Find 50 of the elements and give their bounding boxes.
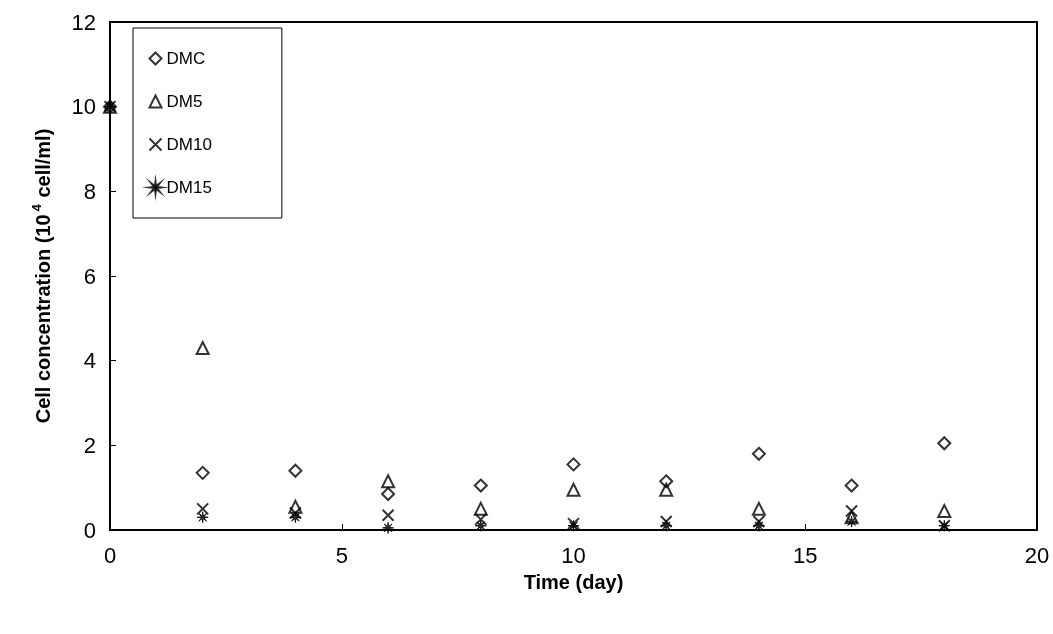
y-tick-label: 10 — [71, 94, 96, 120]
y-tick-label: 8 — [83, 178, 96, 204]
point — [288, 506, 302, 520]
point — [845, 504, 859, 518]
point — [660, 519, 673, 532]
point — [382, 521, 395, 534]
x-axis-title: Time (day) — [523, 571, 624, 593]
point — [195, 340, 210, 355]
x-tick-label: 15 — [793, 542, 818, 568]
y-axis-title: Cell concentration (104 cell/ml) — [29, 128, 54, 424]
point — [381, 487, 396, 502]
y-tick-label: 6 — [83, 263, 96, 289]
point — [288, 463, 303, 478]
point — [937, 436, 952, 451]
point — [381, 474, 396, 489]
point — [659, 474, 674, 489]
x-tick-label: 0 — [103, 542, 117, 568]
point — [751, 501, 766, 516]
point — [659, 515, 673, 529]
point — [844, 478, 859, 493]
point — [196, 502, 210, 516]
point — [288, 499, 303, 514]
y-tick-label: 0 — [83, 517, 96, 543]
legend-label: DM15 — [166, 178, 212, 197]
point — [566, 457, 581, 472]
legend-label: DM5 — [166, 92, 203, 111]
point — [566, 482, 581, 497]
point — [473, 501, 488, 516]
x-tick-label: 5 — [335, 542, 348, 568]
point — [752, 515, 766, 529]
point — [195, 465, 210, 480]
point — [844, 510, 859, 525]
point — [659, 482, 674, 497]
point — [937, 503, 952, 518]
x-tick-label: 20 — [1024, 542, 1050, 568]
point — [474, 512, 488, 526]
y-tick-label: 12 — [71, 9, 96, 35]
legend-label: DMC — [166, 49, 206, 68]
point — [474, 519, 487, 532]
point — [845, 515, 858, 528]
point — [751, 446, 766, 461]
point — [752, 519, 765, 532]
legend-label: DM10 — [166, 135, 212, 154]
y-tick-label: 2 — [83, 432, 96, 458]
y-tick-label: 4 — [83, 348, 96, 374]
point — [196, 511, 209, 524]
point — [289, 511, 302, 524]
point — [381, 508, 395, 522]
x-tick-label: 10 — [561, 542, 586, 568]
point — [473, 478, 488, 493]
